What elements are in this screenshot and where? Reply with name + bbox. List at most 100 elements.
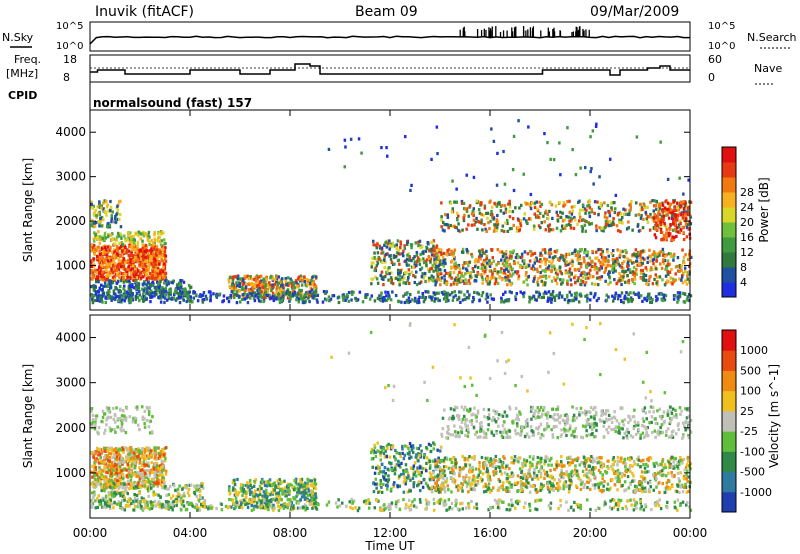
echo-cell	[252, 295, 256, 299]
echo-cell	[297, 300, 301, 304]
echo-cell	[550, 279, 554, 283]
echo-cell	[160, 232, 163, 236]
echo-cell	[600, 255, 604, 259]
echo-cell	[470, 212, 474, 216]
echo-cell	[623, 294, 627, 298]
echo-cell	[97, 220, 100, 224]
echo-cell	[149, 300, 152, 304]
echo-cell	[433, 299, 436, 303]
echo-cell	[543, 248, 547, 252]
echo-cell	[455, 226, 458, 230]
echo-cell	[101, 237, 104, 241]
echo-cell	[475, 216, 478, 220]
echo-cell	[127, 458, 130, 462]
echo-cell	[122, 280, 126, 284]
echo-cell	[653, 252, 657, 256]
echo-cell	[111, 210, 114, 214]
echo-cell	[643, 203, 646, 207]
echo-cell	[549, 251, 553, 255]
echo-cell	[546, 299, 549, 303]
echo-cell	[244, 286, 248, 290]
echo-cell	[679, 228, 683, 232]
echo-cell	[612, 299, 615, 303]
echo-cell	[196, 299, 200, 303]
echo-cell	[662, 258, 665, 262]
echo-cell	[118, 212, 122, 217]
echo-cell	[639, 255, 642, 259]
echo-cell	[500, 298, 504, 302]
echo-cell	[503, 263, 506, 267]
echo-cell	[458, 270, 461, 274]
echo-cell	[629, 291, 632, 295]
echo-cell	[281, 277, 284, 281]
echo-cell	[522, 217, 526, 221]
echo-cell	[541, 248, 545, 252]
echo-cell	[581, 208, 585, 212]
echo-cell	[499, 209, 503, 213]
echo-cell	[495, 218, 499, 222]
echo-cell	[451, 179, 454, 183]
echo-cell	[332, 294, 336, 298]
echo-cell	[633, 271, 636, 275]
echo-cell	[131, 298, 134, 302]
echo-cell	[118, 456, 122, 460]
echo-cell	[594, 262, 597, 266]
echo-cell	[684, 201, 687, 205]
echo-cell	[118, 294, 121, 298]
echo-cell	[524, 273, 528, 278]
echo-cell	[150, 281, 154, 285]
echo-cell	[373, 251, 376, 255]
echo-cell	[119, 225, 123, 229]
echo-cell	[93, 475, 96, 479]
echo-cell	[157, 295, 160, 300]
echo-cell	[126, 248, 129, 252]
echo-cell	[468, 204, 472, 208]
echo-cell	[658, 275, 662, 279]
echo-cell	[586, 293, 589, 297]
echo-cell	[243, 292, 246, 296]
echo-cell	[286, 281, 290, 285]
echo-cell	[542, 274, 546, 278]
echo-cell	[445, 222, 448, 227]
echo-cell	[515, 229, 519, 233]
echo-cell	[158, 454, 161, 458]
echo-cell	[125, 251, 128, 255]
echo-cell	[569, 223, 572, 228]
echo-cell	[119, 234, 123, 238]
echo-cell	[682, 300, 686, 304]
echo-cell	[248, 292, 251, 296]
echo-cell	[476, 272, 480, 276]
echo-cell	[131, 248, 134, 252]
echo-cell	[665, 236, 668, 241]
echo-cell	[672, 228, 675, 232]
echo-cell	[113, 428, 116, 432]
power-colorbar-tick: 28	[740, 186, 754, 199]
echo-cell	[295, 298, 298, 302]
echo-cell	[539, 204, 542, 208]
echo-cell	[141, 243, 144, 247]
echo-cell	[97, 245, 100, 249]
echo-cell	[157, 478, 160, 482]
echo-cell	[156, 277, 159, 282]
echo-cell	[381, 296, 384, 300]
echo-cell	[614, 193, 618, 197]
echo-cell	[624, 208, 627, 212]
echo-cell	[603, 226, 606, 230]
echo-cell	[233, 295, 236, 299]
echo-cell	[290, 284, 294, 288]
echo-cell	[161, 476, 164, 480]
echo-cell	[146, 252, 149, 256]
echo-cell	[597, 283, 600, 287]
echo-cell	[114, 447, 118, 451]
echo-cell	[558, 256, 562, 260]
echo-cell	[613, 210, 617, 215]
echo-cell	[477, 208, 481, 212]
echo-cell	[118, 273, 121, 278]
echo-cell	[110, 214, 113, 218]
echo-cell	[603, 215, 607, 219]
echo-cell	[405, 263, 409, 267]
echo-cell	[147, 464, 150, 468]
echo-cell	[96, 277, 99, 281]
echo-cell	[292, 281, 296, 285]
